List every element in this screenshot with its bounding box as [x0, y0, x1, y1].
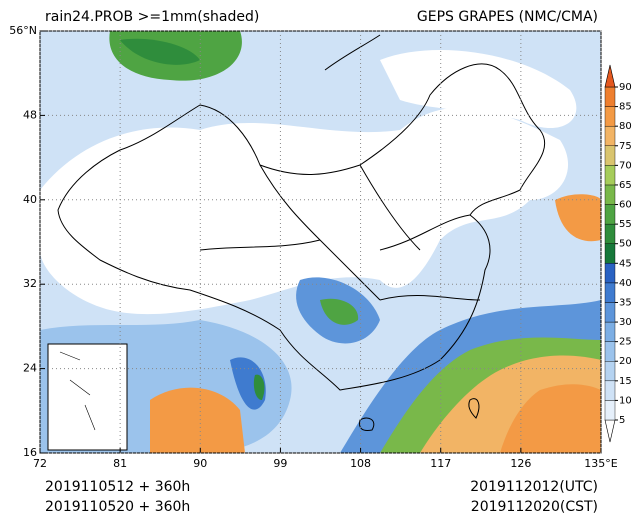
lon-tick-label: 108: [350, 457, 371, 470]
colorbar-segment: [604, 243, 616, 264]
lon-tick-label: 90: [193, 457, 207, 470]
title-right: GEPS GRAPES (NMC/CMA): [417, 9, 598, 25]
valid-cst: 2019112020(CST): [471, 499, 598, 515]
lon-tick-label: 72: [33, 457, 47, 470]
lat-tick-label: 32: [23, 277, 37, 290]
shading: [40, 31, 601, 453]
colorbar-label: 50: [619, 239, 632, 250]
colorbar-segment: [604, 282, 616, 303]
colorbar-label: 15: [619, 376, 632, 387]
lon-tick-label: 99: [273, 457, 287, 470]
colorbar-end: [604, 419, 616, 443]
boundaries: [57, 34, 546, 431]
colorbar-segment: [604, 223, 616, 244]
colorbar-segment: [604, 165, 616, 186]
colorbar-label: 25: [619, 337, 632, 348]
colorbar-label: 90: [619, 82, 632, 93]
lat-tick-label: 56°N: [9, 24, 37, 37]
colorbar-segment: [604, 400, 616, 421]
colorbar-segment: [604, 321, 616, 342]
colorbar-end: [604, 64, 616, 88]
inset-map: [47, 343, 128, 451]
colorbar-label: 65: [619, 180, 632, 191]
valid-utc: 2019112012(UTC): [470, 479, 598, 495]
title-left: rain24.PROB >=1mm(shaded): [45, 9, 259, 25]
lon-tick-label: 117: [430, 457, 451, 470]
lon-tick-label: 126: [510, 457, 531, 470]
colorbar-segment: [604, 184, 616, 205]
inset-islands: [59, 351, 96, 431]
colorbar-label: 30: [619, 317, 632, 328]
colorbar-segment: [604, 341, 616, 362]
colorbar-label: 80: [619, 121, 632, 132]
lon-tick-label: 135°E: [584, 457, 617, 470]
init-utc: 2019110512 + 360h: [45, 479, 190, 495]
colorbar-label: 55: [619, 219, 632, 230]
colorbar-label: 70: [619, 160, 632, 171]
colorbar-segment: [604, 86, 616, 107]
lat-tick-label: 40: [23, 193, 37, 206]
colorbar-label: 35: [619, 297, 632, 308]
colorbar-label: 85: [619, 102, 632, 113]
lat-tick-label: 24: [23, 362, 37, 375]
colorbar-label: 5: [619, 415, 625, 426]
colorbar-label: 10: [619, 395, 632, 406]
colorbar-segment: [604, 106, 616, 127]
colorbar-segment: [604, 125, 616, 146]
colorbar-label: 45: [619, 258, 632, 269]
colorbar-segment: [604, 302, 616, 323]
lat-tick-label: 16: [23, 446, 37, 459]
colorbar-label: 75: [619, 141, 632, 152]
colorbar-segment: [604, 380, 616, 401]
colorbar-segment: [604, 204, 616, 225]
colorbar-segment: [604, 263, 616, 284]
colorbar-label: 40: [619, 278, 632, 289]
lon-tick-label: 81: [113, 457, 127, 470]
init-cst: 2019110520 + 360h: [45, 499, 190, 515]
lat-tick-label: 48: [23, 108, 37, 121]
colorbar-segment: [604, 361, 616, 382]
colorbar-label: 20: [619, 356, 632, 367]
colorbar-label: 60: [619, 200, 632, 211]
colorbar-segment: [604, 145, 616, 166]
